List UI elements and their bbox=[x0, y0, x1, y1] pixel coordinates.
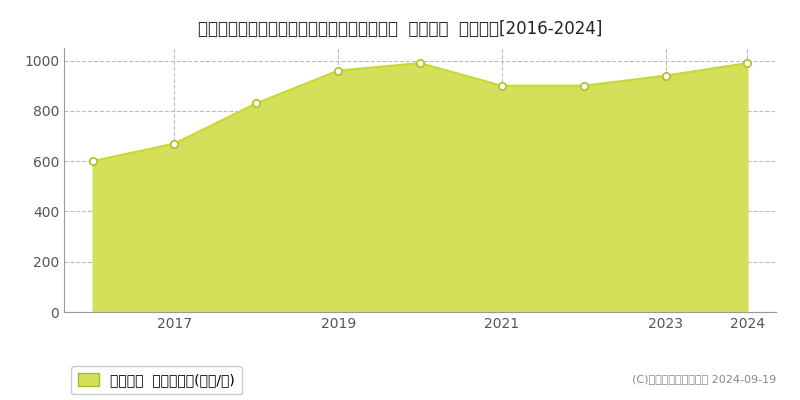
Point bbox=[250, 100, 262, 106]
Point bbox=[741, 60, 754, 66]
Text: (C)土地価格ドットコム 2024-09-19: (C)土地価格ドットコム 2024-09-19 bbox=[632, 374, 776, 384]
Point bbox=[659, 72, 672, 79]
Point bbox=[578, 82, 590, 89]
Legend: 基準地価  平均坪単価(万円/坪): 基準地価 平均坪単価(万円/坪) bbox=[71, 366, 242, 394]
Point bbox=[495, 82, 508, 89]
Point bbox=[332, 68, 345, 74]
Point bbox=[414, 60, 426, 66]
Point bbox=[86, 158, 99, 164]
Text: 兵庫県神戸市中央区元町通１丁目１１番２０  基準地価  地価推移[2016-2024]: 兵庫県神戸市中央区元町通１丁目１１番２０ 基準地価 地価推移[2016-2024… bbox=[198, 20, 602, 38]
Point bbox=[168, 140, 181, 147]
